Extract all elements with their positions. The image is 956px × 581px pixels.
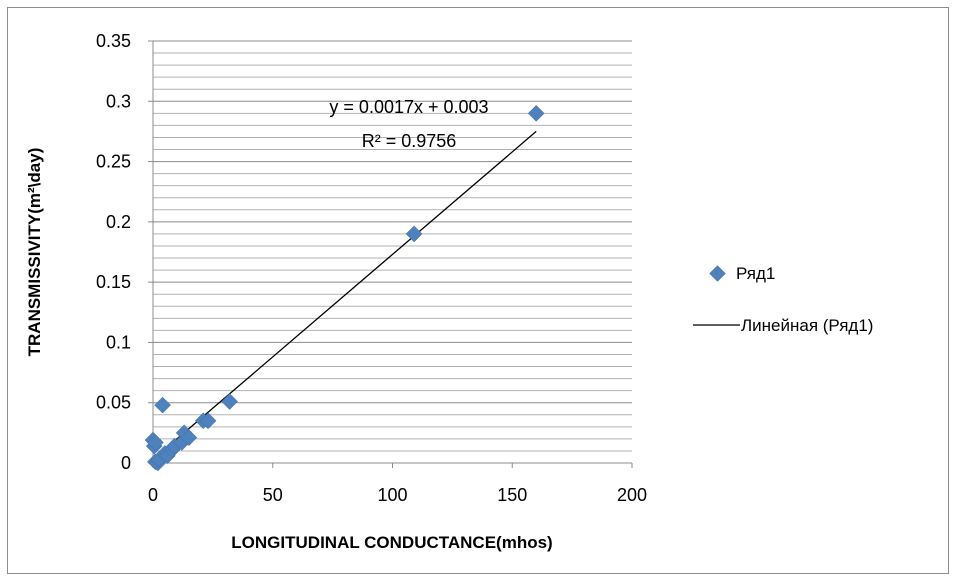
trendline-equation: y = 0.0017x + 0.003 — [329, 97, 488, 117]
y-tick-label: 0.25 — [96, 152, 131, 172]
data-point — [154, 396, 171, 414]
data-point — [527, 104, 545, 122]
legend-label-trendline: Линейная (Ряд1) — [741, 316, 873, 335]
grid-lines — [148, 40, 633, 468]
data-point — [180, 429, 198, 447]
y-tick-label: 0.1 — [106, 332, 131, 352]
data-point — [199, 412, 217, 430]
legend-marker-series1 — [709, 265, 726, 282]
x-tick-labels: 0 50 100 150 200 — [148, 485, 647, 505]
trendline — [152, 130, 537, 460]
legend: Ряд1 Линейная (Ряд1) — [693, 264, 873, 335]
data-points — [144, 104, 545, 472]
legend-label-series1: Ряд1 — [736, 264, 775, 283]
data-point — [147, 434, 164, 451]
x-tick-label: 150 — [497, 485, 527, 505]
x-tick-label: 200 — [617, 485, 647, 505]
y-tick-label: 0.05 — [96, 393, 131, 413]
x-tick-label: 100 — [377, 485, 407, 505]
data-point — [405, 225, 423, 243]
y-tick-label: 0.15 — [96, 272, 131, 292]
y-axis-title: TRANSMISSIVITY(m²\day) — [25, 148, 44, 357]
data-point — [221, 393, 238, 410]
x-tick-label: 50 — [263, 485, 283, 505]
y-tick-label: 0 — [121, 453, 131, 473]
trendline-group — [152, 130, 537, 460]
x-tick-label: 0 — [148, 485, 158, 505]
y-tick-labels: 0 0.05 0.1 0.15 0.2 0.25 0.3 0.35 — [96, 31, 131, 473]
trendline-r-squared: R² = 0.9756 — [362, 131, 457, 151]
y-tick-label: 0.2 — [106, 212, 131, 232]
y-tick-label: 0.3 — [106, 91, 131, 111]
y-tick-label: 0.35 — [96, 31, 131, 51]
x-axis-title: LONGITUDINAL CONDUCTANCE(mhos) — [231, 533, 552, 552]
